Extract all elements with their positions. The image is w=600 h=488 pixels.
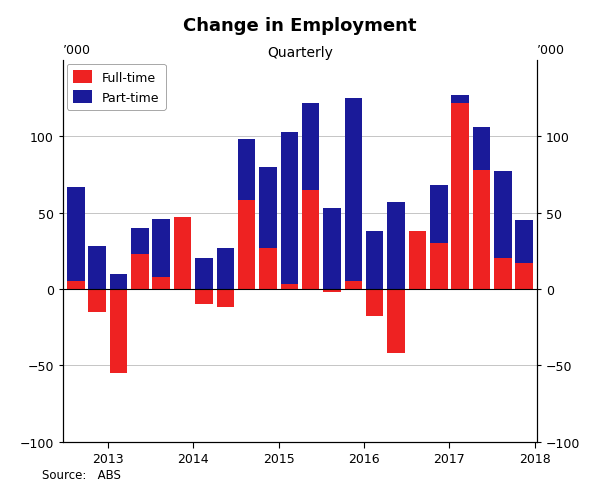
Bar	[110, 289, 127, 373]
Bar	[366, 231, 383, 289]
Bar	[494, 259, 512, 289]
Bar	[281, 133, 298, 285]
Bar	[152, 219, 170, 277]
Bar	[515, 264, 533, 289]
Bar	[344, 282, 362, 289]
Bar	[217, 289, 234, 307]
Bar	[88, 289, 106, 312]
Bar	[217, 248, 234, 289]
Bar	[323, 289, 341, 292]
Bar	[430, 186, 448, 244]
Bar	[388, 289, 405, 353]
Bar	[259, 167, 277, 248]
Bar	[131, 228, 149, 254]
Bar	[238, 201, 256, 289]
Bar	[409, 231, 426, 289]
Bar	[110, 274, 127, 289]
Bar	[302, 190, 319, 289]
Text: Change in Employment: Change in Employment	[183, 17, 417, 35]
Bar	[388, 203, 405, 289]
Text: Quarterly: Quarterly	[267, 46, 333, 61]
Text: ’000: ’000	[537, 44, 565, 57]
Text: Source:   ABS: Source: ABS	[42, 468, 121, 481]
Bar	[195, 289, 212, 305]
Bar	[515, 221, 533, 264]
Bar	[302, 103, 319, 190]
Bar	[323, 209, 341, 289]
Bar	[174, 218, 191, 289]
Bar	[195, 259, 212, 289]
Bar	[344, 99, 362, 282]
Bar	[451, 96, 469, 103]
Bar	[366, 289, 383, 317]
Bar	[473, 128, 490, 171]
Bar	[494, 172, 512, 259]
Bar	[88, 247, 106, 289]
Text: ’000: ’000	[63, 44, 91, 57]
Bar	[473, 171, 490, 289]
Bar	[131, 254, 149, 289]
Bar	[67, 282, 85, 289]
Bar	[259, 248, 277, 289]
Bar	[67, 187, 85, 282]
Legend: Full-time, Part-time: Full-time, Part-time	[67, 65, 166, 111]
Bar	[430, 244, 448, 289]
Bar	[281, 285, 298, 289]
Bar	[152, 277, 170, 289]
Bar	[451, 103, 469, 289]
Bar	[238, 140, 256, 201]
